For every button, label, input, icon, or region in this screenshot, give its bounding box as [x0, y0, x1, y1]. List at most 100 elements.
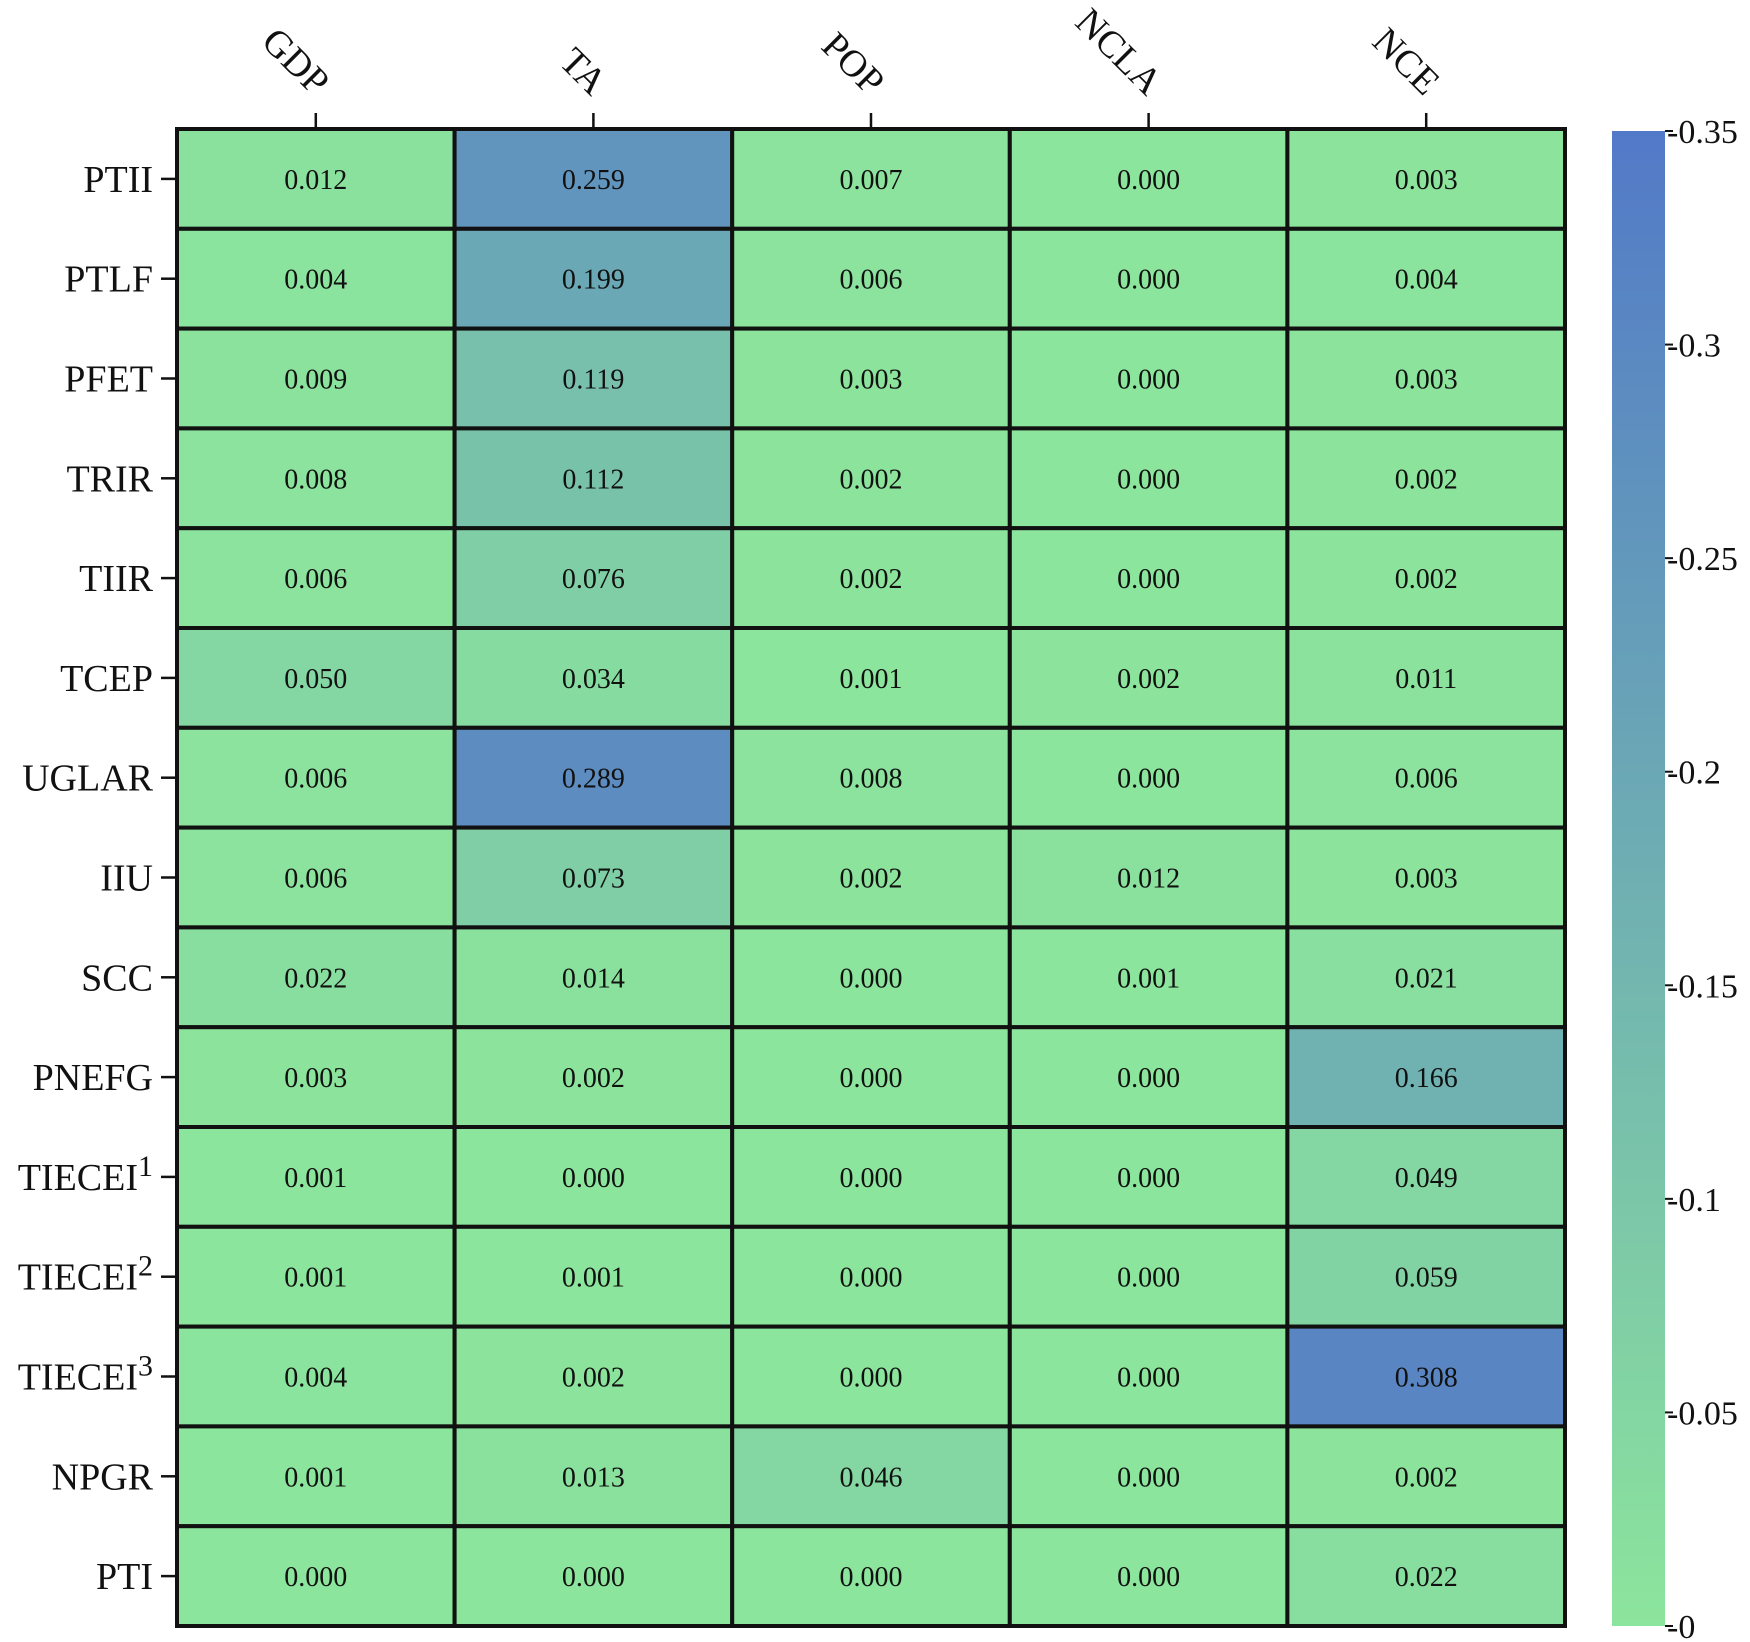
cell-value-label: 0.166	[1395, 1063, 1458, 1094]
cell-value-label: 0.000	[562, 1562, 625, 1593]
heatmap-cell	[1007, 1524, 1290, 1628]
cell-value-label: 0.007	[840, 165, 903, 196]
heatmap-cell	[1285, 1324, 1568, 1429]
cell-value-label: 0.000	[1117, 1462, 1180, 1493]
cell-value-label: 0.001	[284, 1462, 347, 1493]
heatmap-cell	[175, 1424, 457, 1529]
heatmap-cell	[1007, 626, 1290, 730]
heatmap-cell	[452, 1424, 735, 1529]
row-label: PNEFG	[33, 1057, 153, 1099]
cell-value-label: 0.076	[562, 564, 625, 595]
cell-value-label: 0.000	[1117, 365, 1180, 396]
cell-value-label: 0.049	[1395, 1163, 1458, 1194]
colorbar-tick-label: -0.15	[1667, 968, 1738, 1005]
cell-value-label: 0.000	[562, 1163, 625, 1194]
row-label: NPGR	[52, 1456, 154, 1498]
cell-value-label: 0.002	[1395, 1462, 1458, 1493]
cell-value-label: 0.308	[1395, 1363, 1458, 1394]
row-label: TIECEI3	[18, 1350, 153, 1399]
row-label: PTLF	[64, 259, 153, 301]
heatmap-cell	[175, 725, 457, 830]
heatmap-cell	[452, 426, 735, 531]
cell-value-label: 0.012	[1117, 864, 1180, 895]
cell-value-label: 0.000	[1117, 464, 1180, 495]
row-label: PTII	[83, 159, 153, 201]
cell-value-label: 0.002	[562, 1363, 625, 1394]
cell-value-label: 0.289	[562, 764, 625, 795]
heatmap-cell	[1285, 426, 1568, 531]
colorbar-tick-label: -0.1	[1667, 1182, 1721, 1219]
heatmap-cell	[730, 426, 1012, 531]
heatmap-cell	[452, 925, 735, 1030]
heatmap-cell	[175, 226, 457, 331]
colorbar-tick-label: -0	[1667, 1609, 1695, 1642]
heatmap-cell	[730, 626, 1012, 730]
cell-value-label: 0.000	[840, 1363, 903, 1394]
cell-value-label: 0.000	[1117, 1562, 1180, 1593]
cell-value-label: 0.002	[840, 564, 903, 595]
column-labels: GDP TA POP NCLA NCE	[254, 1, 1448, 127]
heatmap-cell	[452, 1524, 735, 1628]
cell-value-label: 0.002	[840, 864, 903, 895]
column-label: GDP	[254, 20, 337, 103]
row-label: PFET	[64, 359, 153, 401]
cell-value-label: 0.000	[1117, 1263, 1180, 1294]
cell-value-label: 0.012	[284, 165, 347, 196]
row-label: UGLAR	[22, 758, 154, 800]
cell-value-label: 0.002	[840, 464, 903, 495]
row-label: PTI	[96, 1556, 153, 1598]
cell-value-label: 0.004	[284, 265, 347, 296]
cell-value-label: 0.000	[1117, 1363, 1180, 1394]
heatmap-cell	[452, 626, 735, 730]
cell-value-label: 0.002	[1117, 664, 1180, 695]
row-label: TIECEI2	[18, 1250, 153, 1299]
cell-value-label: 0.003	[1395, 165, 1458, 196]
cell-value-label: 0.000	[1117, 1063, 1180, 1094]
row-label: SCC	[81, 957, 153, 999]
cell-value-label: 0.021	[1395, 963, 1458, 994]
cell-value-label: 0.000	[284, 1562, 347, 1593]
cell-value-label: 0.004	[284, 1363, 347, 1394]
column-label: POP	[813, 24, 892, 103]
colorbar-tick-label: -0.25	[1667, 541, 1738, 578]
row-label: TCEP	[60, 658, 153, 700]
cell-value-label: 0.006	[284, 764, 347, 795]
heatmap-cell	[1285, 1524, 1568, 1628]
heatmap-cell	[730, 526, 1012, 631]
cell-value-label: 0.000	[1117, 764, 1180, 795]
cell-value-label: 0.000	[840, 1063, 903, 1094]
cell-value-label: 0.000	[840, 1263, 903, 1294]
heatmap-cell	[452, 127, 735, 231]
colorbar-tick-label: -0.3	[1667, 328, 1721, 365]
cell-value-label: 0.002	[1395, 464, 1458, 495]
heatmap-cell	[1285, 1424, 1568, 1529]
cell-value-label: 0.009	[284, 365, 347, 396]
row-label: IIU	[100, 858, 153, 900]
row-label: TRIR	[66, 458, 153, 500]
heatmap-cell	[1007, 1424, 1290, 1529]
cell-value-label: 0.050	[284, 664, 347, 695]
heatmap-cell	[1285, 226, 1568, 331]
cell-value-label: 0.022	[1395, 1562, 1458, 1593]
heatmap-cell	[730, 1025, 1012, 1129]
colorbar-tick-label: -0.2	[1667, 755, 1721, 792]
cell-value-label: 0.003	[1395, 365, 1458, 396]
heatmap-cell	[452, 825, 735, 930]
cell-value-label: 0.001	[1117, 963, 1180, 994]
colorbar-tick-label: -0.05	[1667, 1395, 1738, 1432]
row-label: TIIR	[79, 558, 154, 600]
cell-value-label: 0.000	[840, 963, 903, 994]
cell-value-label: 0.006	[284, 864, 347, 895]
heatmap-cell	[175, 825, 457, 930]
heatmap-cell	[1007, 1025, 1290, 1129]
column-label: TA	[551, 40, 615, 104]
cell-value-label: 0.001	[840, 664, 903, 695]
colorbar: -0 -0.05 -0.1 -0.15 -0.2 -0.25 -0.3 -0.35	[1612, 114, 1738, 1642]
heatmap-cell	[730, 1524, 1012, 1628]
heatmap-cell	[1007, 1324, 1290, 1429]
row-labels: PTII PTLF PFET TRIR TIIR TCEP UGLAR IIU SCC PNEFG…	[18, 159, 175, 1598]
cell-value-label: 0.003	[840, 365, 903, 396]
heatmap-cell	[730, 226, 1012, 331]
cell-value-label: 0.000	[1117, 165, 1180, 196]
